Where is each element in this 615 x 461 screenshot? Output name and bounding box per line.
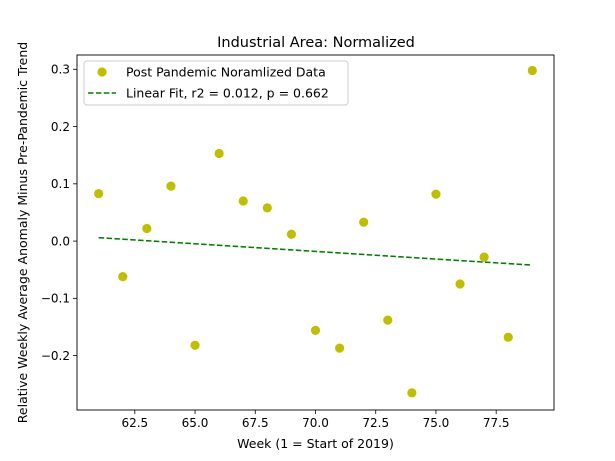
- legend-label-scatter: Post Pandemic Noramlized Data: [126, 65, 326, 80]
- y-tick-label: 0.3: [51, 63, 70, 77]
- data-point: [286, 229, 297, 239]
- x-tick-label: 70.0: [302, 416, 329, 430]
- data-point: [431, 189, 441, 199]
- plot-area: [77, 55, 554, 410]
- y-tick-label: −0.2: [41, 349, 70, 363]
- legend-box: [83, 60, 349, 106]
- y-tick-label: 0.2: [51, 120, 70, 134]
- data-point: [118, 271, 128, 282]
- data-point: [479, 252, 489, 262]
- x-axis-ticks: 62.5 65.0 67.5 70.0 72.5 75.0 77.5: [121, 410, 510, 430]
- data-point: [334, 343, 345, 353]
- legend-marker-scatter: [97, 67, 107, 77]
- data-point: [238, 196, 248, 206]
- data-point: [455, 279, 465, 289]
- legend: Post Pandemic Noramlized Data Linear Fit…: [83, 60, 349, 106]
- x-tick-label: 62.5: [121, 416, 148, 430]
- x-tick-label: 77.5: [483, 416, 510, 430]
- data-point: [142, 223, 152, 234]
- data-points-layer: [94, 65, 537, 398]
- data-point: [94, 188, 104, 199]
- data-point: [359, 217, 369, 227]
- y-axis-label: Relative Weekly Average Anomaly Minus Pr…: [15, 42, 30, 423]
- data-point: [262, 203, 272, 213]
- y-axis-ticks: −0.2 −0.1 0.0 0.1 0.2 0.3: [41, 63, 77, 363]
- x-axis-label: Week (1 = Start of 2019): [237, 436, 394, 451]
- data-point: [190, 340, 200, 350]
- data-point: [383, 315, 393, 325]
- data-point: [166, 181, 176, 191]
- data-point: [527, 65, 537, 76]
- y-tick-label: 0.1: [51, 177, 70, 191]
- y-tick-label: −0.1: [41, 292, 70, 306]
- x-tick-label: 75.0: [423, 416, 450, 430]
- plot-frame: [76, 54, 555, 411]
- data-point: [407, 388, 417, 398]
- chart-title: Industrial Area: Normalized: [217, 35, 415, 51]
- x-tick-label: 65.0: [182, 416, 209, 430]
- data-point: [214, 148, 224, 159]
- x-tick-label: 67.5: [242, 416, 269, 430]
- data-point: [503, 332, 513, 342]
- legend-label-fit: Linear Fit, r2 = 0.012, p = 0.662: [126, 86, 329, 101]
- data-point: [310, 325, 321, 336]
- linear-fit-layer: [98, 236, 533, 266]
- linear-fit-line: [98, 236, 533, 266]
- x-tick-label: 72.5: [362, 416, 389, 430]
- y-tick-label: 0.0: [51, 234, 70, 248]
